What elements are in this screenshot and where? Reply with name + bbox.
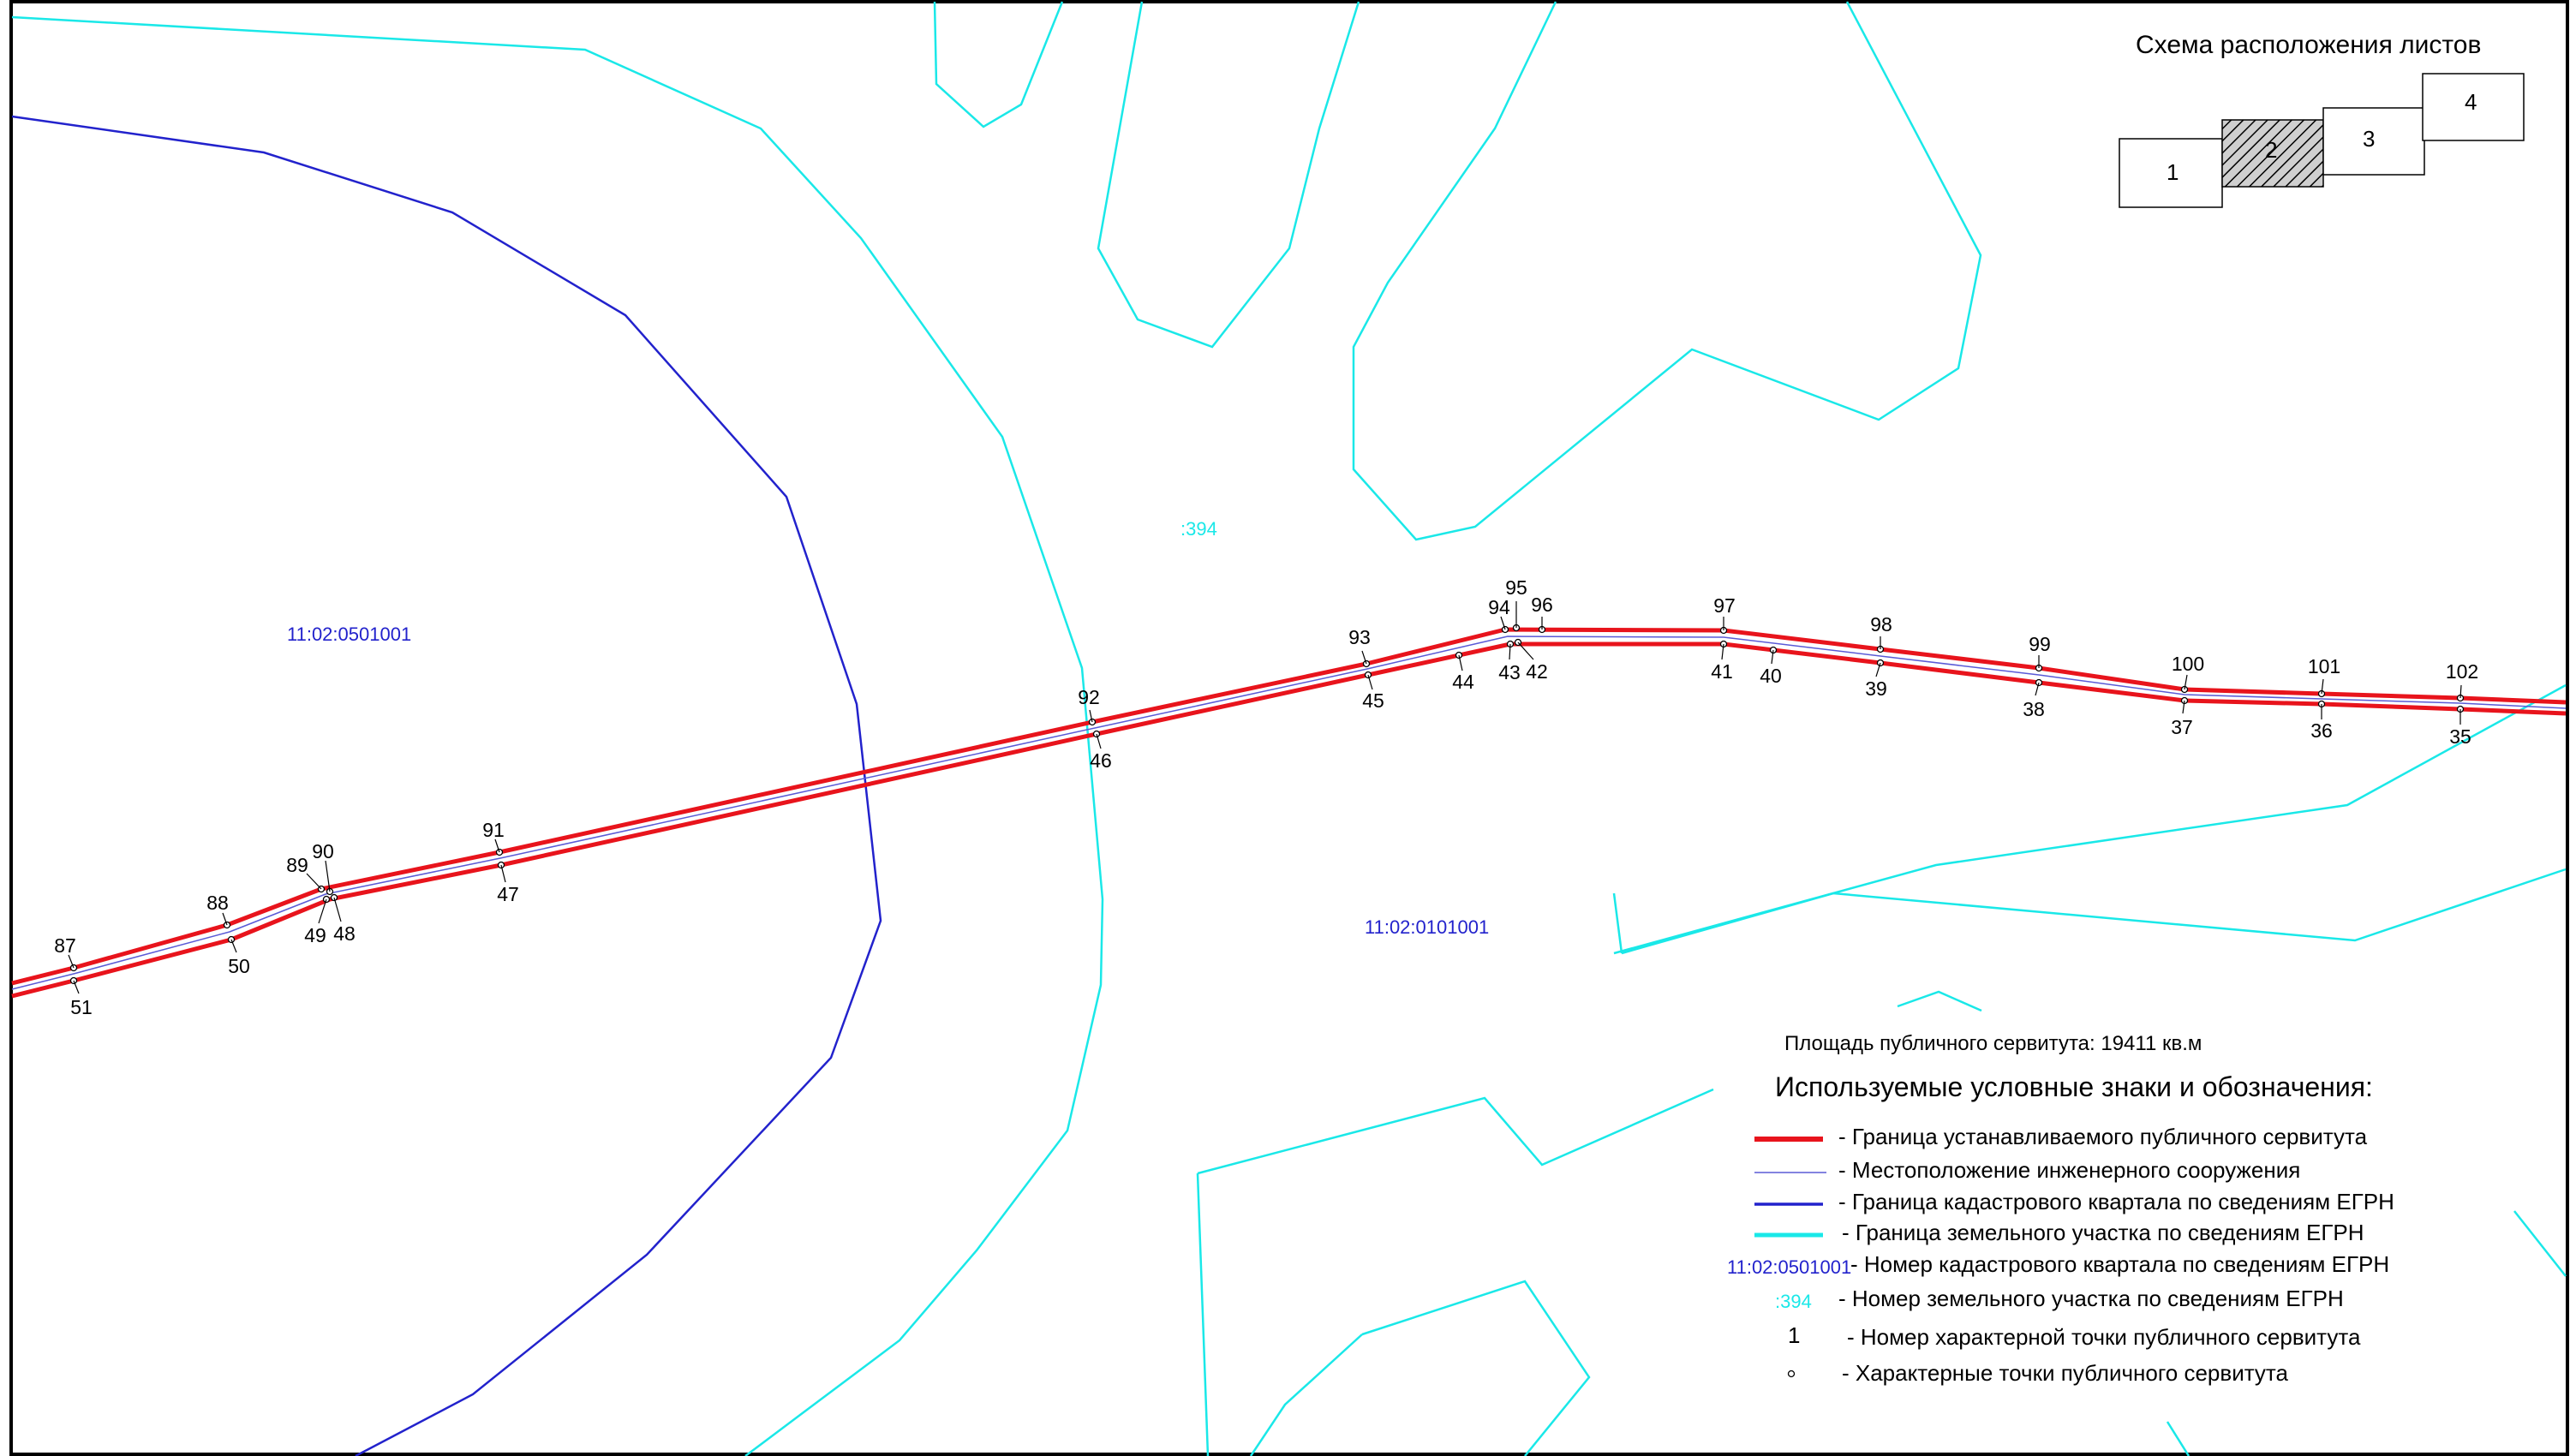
point-label-39: 39 bbox=[1865, 677, 1887, 700]
point-label-41: 41 bbox=[1711, 660, 1733, 683]
point-label-47: 47 bbox=[497, 883, 519, 905]
legend-item-label: - Характерные точки публичного сервитута bbox=[1842, 1360, 2289, 1386]
land-plot-boundary bbox=[1197, 1088, 1714, 1175]
sheet-4-label: 4 bbox=[2465, 89, 2477, 115]
servitude-boundary-lower bbox=[11, 641, 2567, 999]
point-label-42: 42 bbox=[1526, 660, 1548, 683]
point-label-43: 43 bbox=[1498, 661, 1521, 683]
land-plot-boundary bbox=[933, 1, 1064, 128]
sheet-4-box bbox=[2422, 73, 2525, 141]
point-circle-icon bbox=[1787, 1369, 1796, 1378]
quarter-label-west: 11:02:0501001 bbox=[287, 624, 411, 645]
legend-point-number-sample: 1 bbox=[1788, 1322, 1800, 1348]
point-label-89: 89 bbox=[286, 854, 308, 876]
inset-title: Схема расположения листов bbox=[2136, 31, 2481, 59]
land-plot-boundaries bbox=[11, 1, 2567, 1456]
sheet-3-label: 3 bbox=[2363, 126, 2375, 152]
point-label-49: 49 bbox=[304, 924, 326, 946]
legend-title: Используемые условные знаки и обозначени… bbox=[1775, 1071, 2373, 1102]
servitude-boundary-upper bbox=[11, 627, 2567, 986]
legend-plot-sample: :394 bbox=[1775, 1291, 1812, 1312]
point-label-44: 44 bbox=[1452, 671, 1474, 693]
land-plot-boundary bbox=[1621, 868, 2567, 955]
sheet-1-label: 1 bbox=[2167, 159, 2179, 185]
point-label-95: 95 bbox=[1505, 576, 1527, 599]
point-label-88: 88 bbox=[206, 892, 229, 914]
land-plot-boundary bbox=[1361, 1280, 1591, 1456]
point-label-91: 91 bbox=[482, 819, 505, 841]
point-label-87: 87 bbox=[54, 934, 76, 957]
land-plot-boundary bbox=[11, 15, 1104, 1456]
sheet-1-box bbox=[2119, 138, 2223, 208]
point-label-37: 37 bbox=[2171, 716, 2193, 738]
plot-label: :394 bbox=[1180, 518, 1217, 540]
point-label-98: 98 bbox=[1870, 613, 1892, 636]
servitude-area: Площадь публичного сервитута: 19411 кв.м bbox=[1784, 1032, 2202, 1055]
point-label-101: 101 bbox=[2308, 655, 2340, 677]
legend-item-label: - Граница земельного участка по сведения… bbox=[1842, 1220, 2364, 1245]
point-label-51: 51 bbox=[70, 996, 93, 1018]
point-leaders bbox=[68, 601, 2462, 994]
legend: Используемые условные знаки и обозначени… bbox=[1727, 1071, 2394, 1386]
point-label-45: 45 bbox=[1362, 689, 1384, 712]
sheet-layout-inset: Схема расположения листов 1 2 3 4 bbox=[2119, 31, 2525, 208]
legend-item-label: - Местоположение инженерного сооружения bbox=[1838, 1157, 2300, 1183]
land-plot-boundary bbox=[1249, 1334, 1363, 1456]
engineering-structure-line bbox=[11, 636, 2567, 990]
sheet-2-label: 2 bbox=[2265, 137, 2277, 163]
land-plot-boundary bbox=[1097, 1, 1360, 349]
legend-quarter-sample: 11:02:0501001 bbox=[1727, 1256, 1851, 1278]
point-label-93: 93 bbox=[1348, 626, 1371, 648]
point-label-92: 92 bbox=[1078, 686, 1100, 708]
point-label-96: 96 bbox=[1531, 594, 1553, 616]
land-plot-boundary bbox=[2166, 1421, 2190, 1456]
point-label-94: 94 bbox=[1488, 596, 1510, 618]
land-plot-boundary bbox=[1613, 683, 2567, 955]
legend-item-label: - Граница устанавливаемого публичного се… bbox=[1838, 1124, 2368, 1149]
map-frame bbox=[9, 0, 2569, 1456]
legend-item-label: - Номер кадастрового квартала по сведени… bbox=[1850, 1251, 2389, 1277]
land-plot-boundary bbox=[1352, 1, 1982, 541]
cadastral-quarter-boundary bbox=[11, 115, 882, 1456]
point-label-46: 46 bbox=[1090, 749, 1112, 772]
point-label-100: 100 bbox=[2172, 653, 2204, 675]
point-numbers: 87 51 88 50 89 90 49 48 91 47 92 46 93 4… bbox=[54, 576, 2478, 1018]
legend-item-label: - Номер характерной точки публичного сер… bbox=[1847, 1324, 2361, 1350]
point-label-99: 99 bbox=[2029, 633, 2051, 655]
quarter-label-south: 11:02:0101001 bbox=[1365, 916, 1489, 938]
point-label-102: 102 bbox=[2446, 660, 2478, 683]
point-label-48: 48 bbox=[333, 922, 356, 945]
legend-item-label: - Номер земельного участка по сведениям … bbox=[1838, 1286, 2344, 1311]
legend-item-label: - Граница кадастрового квартала по сведе… bbox=[1838, 1189, 2394, 1214]
point-label-36: 36 bbox=[2310, 719, 2333, 742]
sheet-3-box bbox=[2322, 107, 2425, 176]
land-plot-boundary bbox=[1196, 1173, 1210, 1456]
point-label-38: 38 bbox=[2023, 698, 2045, 720]
sheet-2-box bbox=[2221, 119, 2324, 188]
point-label-97: 97 bbox=[1713, 594, 1736, 617]
land-plot-boundary bbox=[1897, 990, 1982, 1012]
land-plot-boundary bbox=[2513, 1210, 2567, 1277]
servitude-corridor bbox=[11, 627, 2567, 999]
point-label-50: 50 bbox=[228, 955, 250, 977]
point-label-35: 35 bbox=[2449, 725, 2471, 748]
land-plot-boundary bbox=[1612, 892, 1623, 954]
point-label-40: 40 bbox=[1760, 665, 1782, 687]
point-label-90: 90 bbox=[312, 840, 334, 862]
